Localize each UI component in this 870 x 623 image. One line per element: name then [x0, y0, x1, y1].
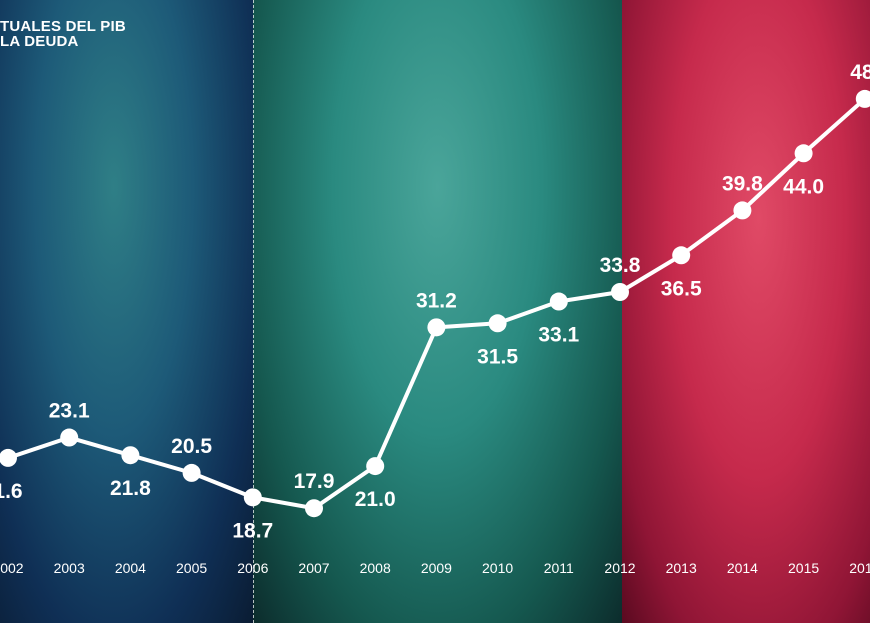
x-tick-label: 2003 [54, 560, 85, 576]
data-point [0, 448, 17, 467]
x-tick-label: 2006 [237, 560, 268, 576]
title-line-1: TUALES DEL PIB [0, 18, 126, 35]
x-tick-label: 2011 [544, 560, 574, 576]
data-label: 31.2 [416, 289, 457, 312]
data-label: 1.6 [0, 480, 23, 503]
data-label: 21.8 [110, 477, 151, 500]
data-label: 39.8 [722, 172, 763, 195]
data-label: 33.1 [538, 324, 579, 347]
data-point [182, 463, 201, 482]
data-label: 18.7 [232, 519, 273, 542]
panel-period-3 [622, 0, 870, 623]
data-point [672, 246, 691, 265]
data-label: 33.8 [600, 254, 641, 277]
data-point [243, 488, 262, 507]
x-tick-label: 2016 [849, 560, 870, 576]
chart-title: TUALES DEL PIB LA DEUDA [0, 19, 126, 49]
x-tick-label: 2005 [176, 560, 207, 576]
data-point [611, 283, 629, 301]
x-tick-label: 2012 [604, 560, 635, 576]
data-point [855, 89, 870, 108]
data-label: 21.0 [355, 488, 396, 511]
x-tick-label: 2010 [482, 560, 513, 576]
x-tick-label: 2014 [727, 560, 758, 576]
x-tick-label: 2007 [298, 560, 329, 576]
x-tick-label: 2009 [421, 560, 452, 576]
data-label: 20.5 [171, 435, 212, 458]
data-point [488, 314, 507, 333]
data-point [794, 144, 813, 163]
x-tick-label: 2013 [666, 560, 697, 576]
x-tick-label: 2008 [360, 560, 391, 576]
data-point [305, 499, 323, 518]
x-tick-label: 2004 [115, 560, 146, 576]
panel-period-2 [253, 0, 622, 623]
panel-period-1 [0, 0, 253, 623]
data-label: 17.9 [294, 470, 335, 493]
data-point [549, 292, 568, 311]
data-point [427, 318, 446, 337]
data-point [60, 428, 79, 447]
data-point [366, 457, 385, 476]
period-divider [253, 0, 254, 623]
data-label: 23.1 [49, 400, 90, 423]
data-point [733, 201, 752, 220]
data-point [121, 446, 140, 465]
data-label: 36.5 [661, 277, 702, 300]
data-label: 48. [850, 61, 870, 84]
x-tick-label: 2015 [788, 560, 819, 576]
data-label: 44.0 [783, 175, 824, 198]
x-tick-label: 2002 [0, 560, 24, 576]
data-label: 31.5 [477, 345, 518, 368]
title-line-2: LA DEUDA [0, 33, 79, 50]
